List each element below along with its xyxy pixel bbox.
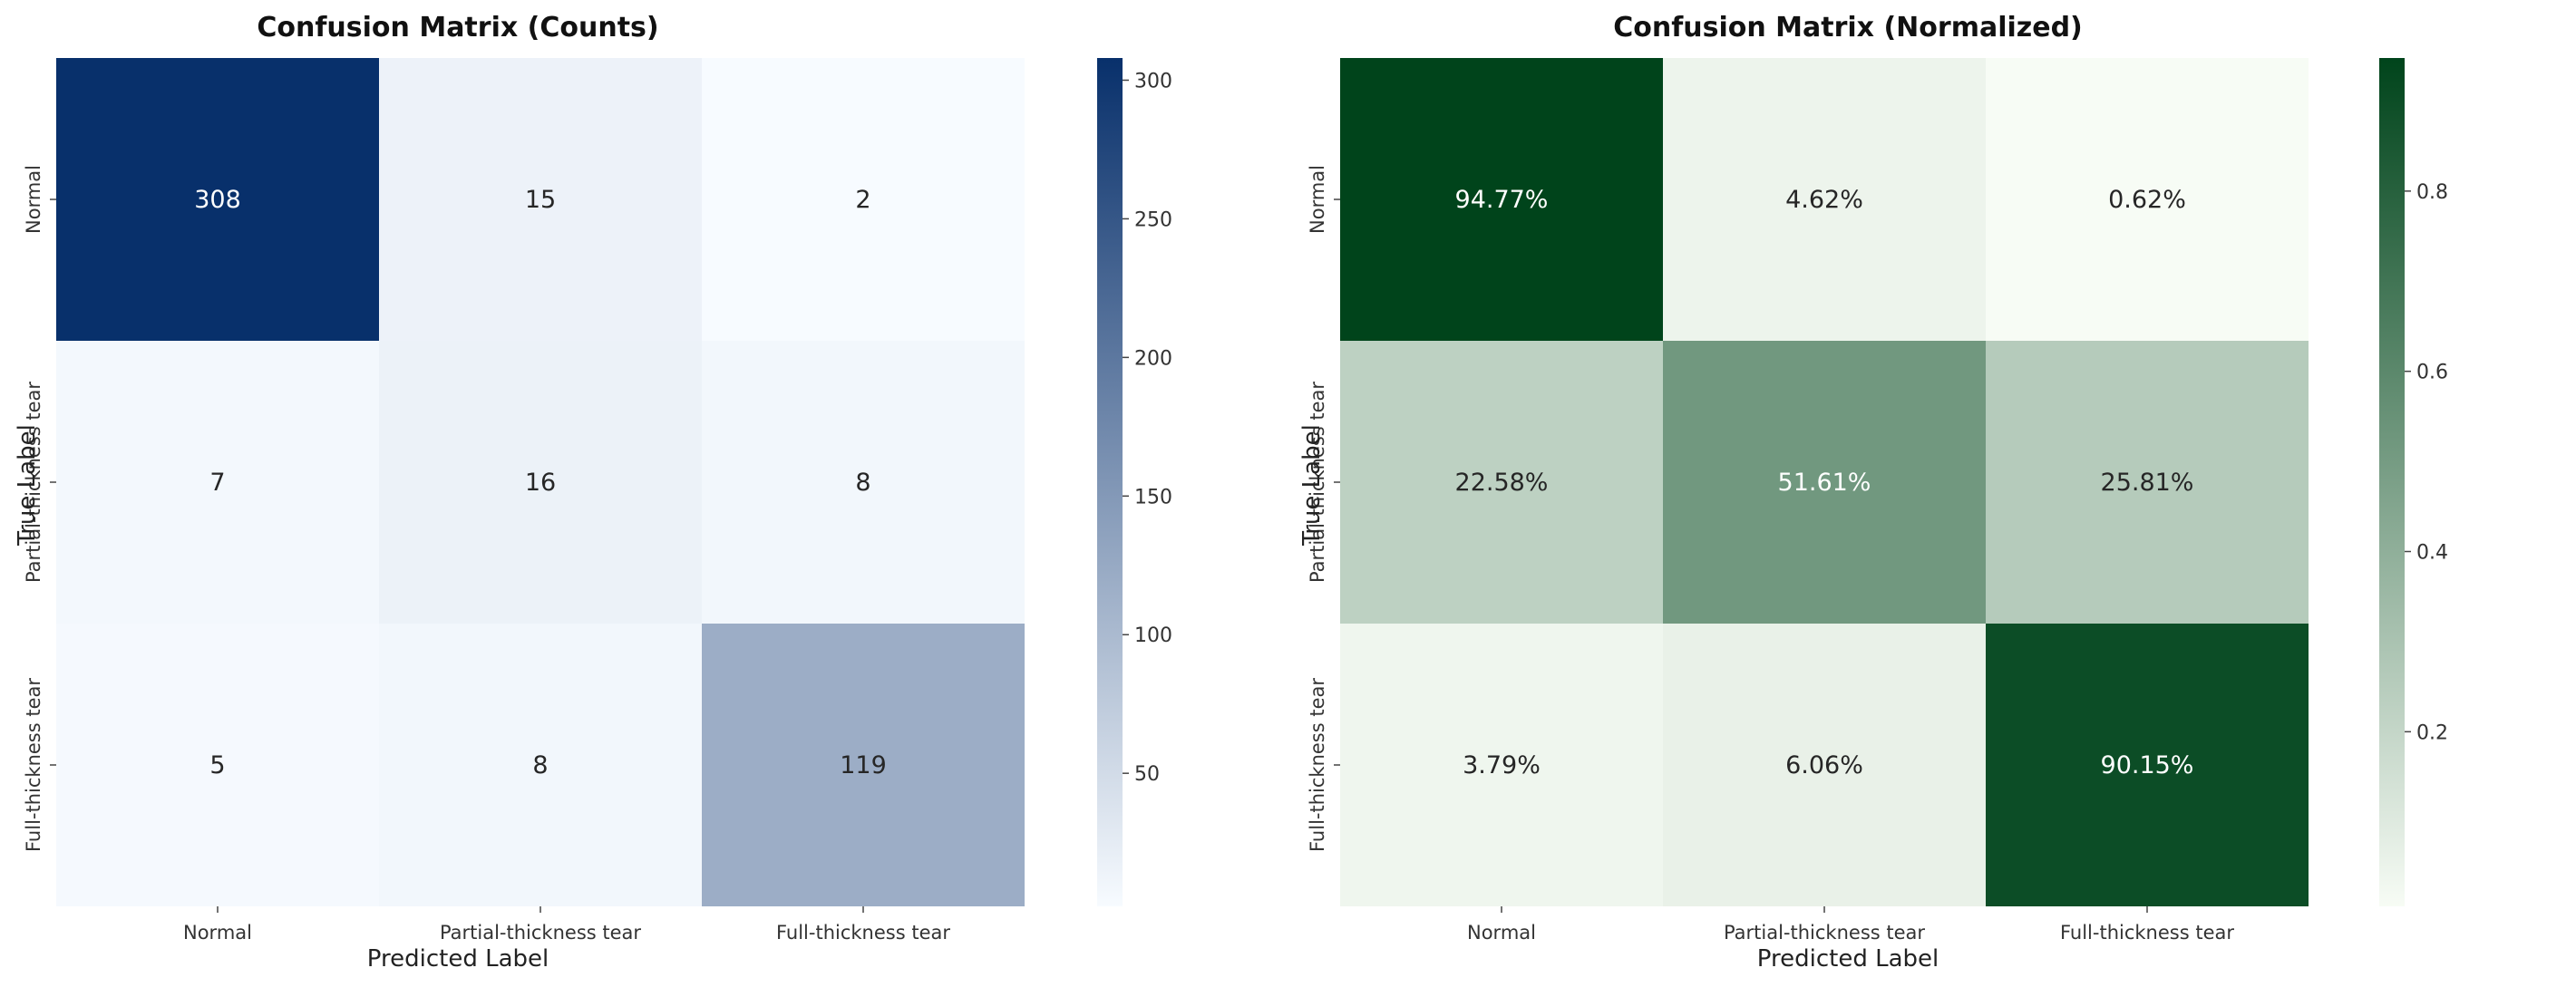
counts-cell-value-label: 15 xyxy=(525,186,556,214)
normalized-cell-value-label: 3.79% xyxy=(1463,751,1541,779)
counts-colorbar-tick-label: 250 xyxy=(1134,208,1172,231)
counts-x-tick-label: Full-thickness tear xyxy=(776,922,950,944)
counts-axis-ticks: Normal Partial-thickness tear Full-thickne… xyxy=(23,165,950,944)
counts-cell-value-label: 119 xyxy=(840,751,887,779)
counts-cell-value-label: 7 xyxy=(209,469,225,497)
normalized-heatmap-panel: Confusion Matrix (Normalized) 94.77% 4.62… xyxy=(1298,12,2448,973)
normalized-heatmap-cells: 94.77% 4.62% 0.62% 22.58% 51.61% 25.81% 3.79% 6… xyxy=(1340,58,2309,906)
normalized-y-tick-label: Full-thickness tear xyxy=(1307,678,1328,852)
counts-colorbar-tick-label: 150 xyxy=(1134,486,1172,508)
counts-cell-value-label: 5 xyxy=(209,751,225,779)
counts-heatmap-cells: 308 15 2 7 16 8 5 8 119 xyxy=(56,58,1025,906)
counts-cell-value-label: 2 xyxy=(855,186,870,214)
normalized-cell-value-label: 6.06% xyxy=(1785,751,1863,779)
counts-cell-full-thickness-tear-full-thickness-tear xyxy=(702,624,1025,906)
counts-colorbar-gradient xyxy=(1097,58,1123,906)
normalized-cell-value-label: 90.15% xyxy=(2101,751,2194,779)
counts-cell-value-label: 16 xyxy=(525,469,556,497)
counts-cell-value-label: 8 xyxy=(532,751,548,779)
normalized-cell-value-label: 51.61% xyxy=(1778,469,1871,497)
normalized-cell-partial-thickness-tear-normal xyxy=(1340,341,1663,624)
counts-y-tick-label: Partial-thickness tear xyxy=(23,382,44,583)
counts-colorbar: 50 100 150 200 250 300 xyxy=(1097,58,1172,906)
normalized-cell-value-label: 0.62% xyxy=(2108,186,2186,214)
normalized-cell-value-label: 94.77% xyxy=(1455,186,1549,214)
counts-cell-normal-partial-thickness-tear xyxy=(379,58,702,341)
counts-colorbar-tick-label: 300 xyxy=(1134,70,1172,92)
normalized-colorbar-tick-label: 0.2 xyxy=(2416,721,2448,744)
normalized-cell-full-thickness-tear-full-thickness-tear xyxy=(1986,624,2309,906)
counts-cell-normal-full-thickness-tear xyxy=(702,58,1025,341)
counts-colorbar-tick-label: 100 xyxy=(1134,624,1172,647)
counts-chart-title: Confusion Matrix (Counts) xyxy=(257,12,658,44)
counts-cell-value-label: 8 xyxy=(855,469,870,497)
normalized-y-tick-label: Partial-thickness tear xyxy=(1307,382,1328,583)
counts-cell-value-label: 308 xyxy=(194,186,241,214)
normalized-x-tick-label: Normal xyxy=(1467,922,1536,944)
normalized-cell-partial-thickness-tear-partial-thickness-tear xyxy=(1663,341,1986,624)
counts-cell-partial-thickness-tear-partial-thickness-tear xyxy=(379,341,702,624)
normalized-cell-value-label: 22.58% xyxy=(1455,469,1549,497)
normalized-y-tick-label: Normal xyxy=(1307,165,1328,234)
counts-cell-full-thickness-tear-normal xyxy=(56,624,379,906)
normalized-cell-normal-full-thickness-tear xyxy=(1986,58,2309,341)
normalized-axis-ticks: Normal Partial-thickness tear Full-thickne… xyxy=(1307,165,2234,944)
normalized-cell-partial-thickness-tear-full-thickness-tear xyxy=(1986,341,2309,624)
counts-cell-normal-normal xyxy=(56,58,379,341)
normalized-colorbar-tick-label: 0.8 xyxy=(2416,181,2448,204)
normalized-cell-normal-partial-thickness-tear xyxy=(1663,58,1986,341)
normalized-cell-value-label: 4.62% xyxy=(1785,186,1863,214)
counts-cell-partial-thickness-tear-normal xyxy=(56,341,379,624)
counts-x-axis-label: Predicted Label xyxy=(367,945,549,973)
counts-y-tick-label: Full-thickness tear xyxy=(23,678,44,852)
normalized-x-axis-label: Predicted Label xyxy=(1757,945,1939,973)
counts-cell-partial-thickness-tear-full-thickness-tear xyxy=(702,341,1025,624)
normalized-colorbar: 0.2 0.4 0.6 0.8 xyxy=(2379,58,2448,906)
normalized-colorbar-tick-label: 0.6 xyxy=(2416,362,2448,384)
counts-x-tick-label: Normal xyxy=(183,922,252,944)
counts-colorbar-tick-label: 50 xyxy=(1134,763,1160,786)
counts-y-axis-label: True Label xyxy=(14,424,41,547)
normalized-colorbar-gradient xyxy=(2379,58,2405,906)
normalized-colorbar-tick-label: 0.4 xyxy=(2416,542,2448,565)
normalized-y-axis-label: True Label xyxy=(1298,424,1326,547)
counts-heatmap-panel: Confusion Matrix (Counts) 308 15 2 7 16 8 5 8 11… xyxy=(14,12,1172,973)
normalized-chart-title: Confusion Matrix (Normalized) xyxy=(1613,12,2083,44)
normalized-x-tick-label: Full-thickness tear xyxy=(2060,922,2234,944)
normalized-cell-value-label: 25.81% xyxy=(2101,469,2194,497)
counts-cell-full-thickness-tear-partial-thickness-tear xyxy=(379,624,702,906)
normalized-cell-full-thickness-tear-normal xyxy=(1340,624,1663,906)
counts-y-tick-label: Normal xyxy=(23,165,44,234)
normalized-x-tick-label: Partial-thickness tear xyxy=(1724,922,1925,944)
normalized-cell-full-thickness-tear-partial-thickness-tear xyxy=(1663,624,1986,906)
counts-x-tick-label: Partial-thickness tear xyxy=(440,922,641,944)
normalized-cell-normal-normal xyxy=(1340,58,1663,341)
counts-colorbar-tick-label: 200 xyxy=(1134,347,1172,370)
